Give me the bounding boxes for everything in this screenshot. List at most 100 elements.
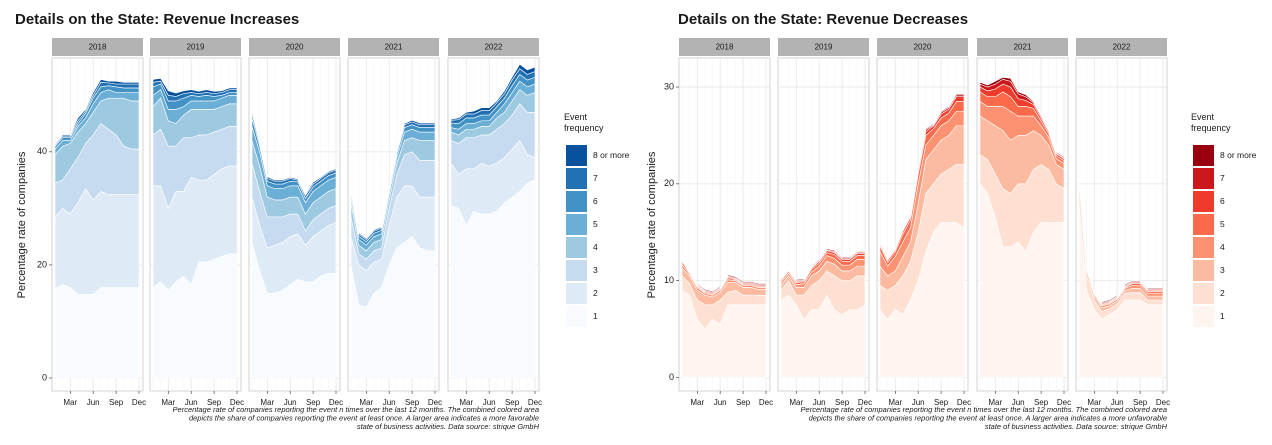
- x-tick-label: Dec: [759, 398, 773, 407]
- strip: [348, 38, 439, 56]
- legend-swatch: [1193, 306, 1214, 327]
- strip-label: 2018: [716, 43, 734, 52]
- legend-swatch: [566, 191, 587, 212]
- x-tick-label: Jun: [912, 398, 925, 407]
- legend-label: 5: [593, 219, 598, 229]
- legend-swatch: [1193, 214, 1214, 235]
- y-tick-label: 40: [37, 146, 47, 156]
- x-tick-label: Mar: [888, 398, 902, 407]
- x-tick-label: Jun: [383, 398, 396, 407]
- x-tick-label: Jun: [1111, 398, 1124, 407]
- legend-swatch: [566, 168, 587, 189]
- y-tick-label: 30: [664, 81, 674, 91]
- caption: Percentage rate of companies reporting t…: [173, 405, 539, 414]
- legend-title: Event frequency: [1191, 112, 1231, 133]
- x-tick-label: Mar: [988, 398, 1002, 407]
- x-tick-label: Dec: [329, 398, 343, 407]
- legend-swatch: [566, 306, 587, 327]
- y-tick-label: 10: [664, 275, 674, 285]
- x-tick-label: Sep: [1133, 398, 1148, 407]
- chart-title: Details on the State: Revenue Increases: [15, 11, 299, 28]
- x-tick-label: Sep: [505, 398, 520, 407]
- legend-title-box: Event frequency: [1191, 112, 1231, 133]
- x-tick-label: Dec: [957, 398, 971, 407]
- x-tick-label: Mar: [63, 398, 77, 407]
- x-tick-label: Sep: [306, 398, 321, 407]
- strip: [877, 38, 968, 56]
- strip-label: 2019: [815, 43, 833, 52]
- x-tick-label: Jun: [185, 398, 198, 407]
- area: [152, 78, 238, 97]
- legend-label: 8 or more: [1220, 150, 1257, 160]
- legend-swatch: [566, 214, 587, 235]
- x-tick-label: Mar: [789, 398, 803, 407]
- legend-swatch: [566, 260, 587, 281]
- legend-swatch: [1193, 260, 1214, 281]
- x-tick-label: Dec: [528, 398, 542, 407]
- area: [979, 77, 1065, 159]
- area: [54, 79, 140, 146]
- area: [251, 110, 337, 196]
- legend-label: 7: [593, 173, 598, 183]
- x-tick-label: Sep: [109, 398, 124, 407]
- x-tick-label: Dec: [858, 398, 872, 407]
- strip: [1076, 38, 1167, 56]
- x-tick-label: Mar: [690, 398, 704, 407]
- legend-label: 4: [593, 242, 598, 252]
- legend-label: 3: [1220, 265, 1225, 275]
- x-tick-label: Mar: [359, 398, 373, 407]
- chart-title: Details on the State: Revenue Decreases: [678, 11, 968, 28]
- area: [350, 119, 436, 240]
- caption: state of business activities. Data sourc…: [357, 422, 540, 431]
- x-tick-label: Jun: [714, 398, 727, 407]
- x-tick-label: Jun: [87, 398, 100, 407]
- x-tick-label: Dec: [132, 398, 146, 407]
- x-tick-label: Dec: [1057, 398, 1071, 407]
- strip-label: 2020: [286, 43, 304, 52]
- y-axis-label: Percentage rate of companies: [646, 151, 658, 298]
- strip-label: 2022: [1113, 43, 1131, 52]
- x-tick-label: Sep: [736, 398, 751, 407]
- strip: [977, 38, 1068, 56]
- legend-label: 6: [593, 196, 598, 206]
- legend-label: 1: [1220, 311, 1225, 321]
- strip-label: 2022: [485, 43, 503, 52]
- strip-label: 2020: [914, 43, 932, 52]
- y-tick-label: 0: [669, 372, 674, 382]
- x-tick-label: Jun: [483, 398, 496, 407]
- strip-label: 2018: [89, 43, 107, 52]
- legend-label: 6: [1220, 196, 1225, 206]
- x-tick-label: Mar: [1087, 398, 1101, 407]
- area: [54, 284, 140, 379]
- x-tick-label: Mar: [459, 398, 473, 407]
- legend-label: 7: [1220, 173, 1225, 183]
- area: [780, 248, 866, 281]
- strip: [448, 38, 539, 56]
- x-tick-label: Dec: [1156, 398, 1170, 407]
- caption: depicts the share of companies reporting…: [809, 413, 1167, 422]
- legend-label: 4: [1220, 242, 1225, 252]
- legend-swatch: [1193, 283, 1214, 304]
- legend-label: 2: [593, 288, 598, 298]
- x-tick-label: Sep: [405, 398, 420, 407]
- x-tick-label: Mar: [260, 398, 274, 407]
- legend-title: Event frequency: [564, 112, 604, 133]
- strip: [52, 38, 143, 56]
- y-tick-label: 20: [664, 178, 674, 188]
- strip-label: 2021: [1014, 43, 1032, 52]
- legend-label: 5: [1220, 219, 1225, 229]
- strip: [150, 38, 241, 56]
- area: [450, 63, 536, 121]
- legend-swatch: [1193, 191, 1214, 212]
- legend-label: 1: [593, 311, 598, 321]
- strip: [679, 38, 770, 56]
- legend-swatch: [1193, 145, 1214, 166]
- y-tick-label: 0: [42, 372, 47, 382]
- caption: state of business activities. Data sourc…: [985, 422, 1168, 431]
- x-tick-label: Jun: [1012, 398, 1025, 407]
- y-tick-label: 20: [37, 259, 47, 269]
- caption: depicts the share of companies reporting…: [189, 413, 539, 422]
- strip-label: 2021: [385, 43, 403, 52]
- x-tick-label: Jun: [284, 398, 297, 407]
- legend-label: 3: [593, 265, 598, 275]
